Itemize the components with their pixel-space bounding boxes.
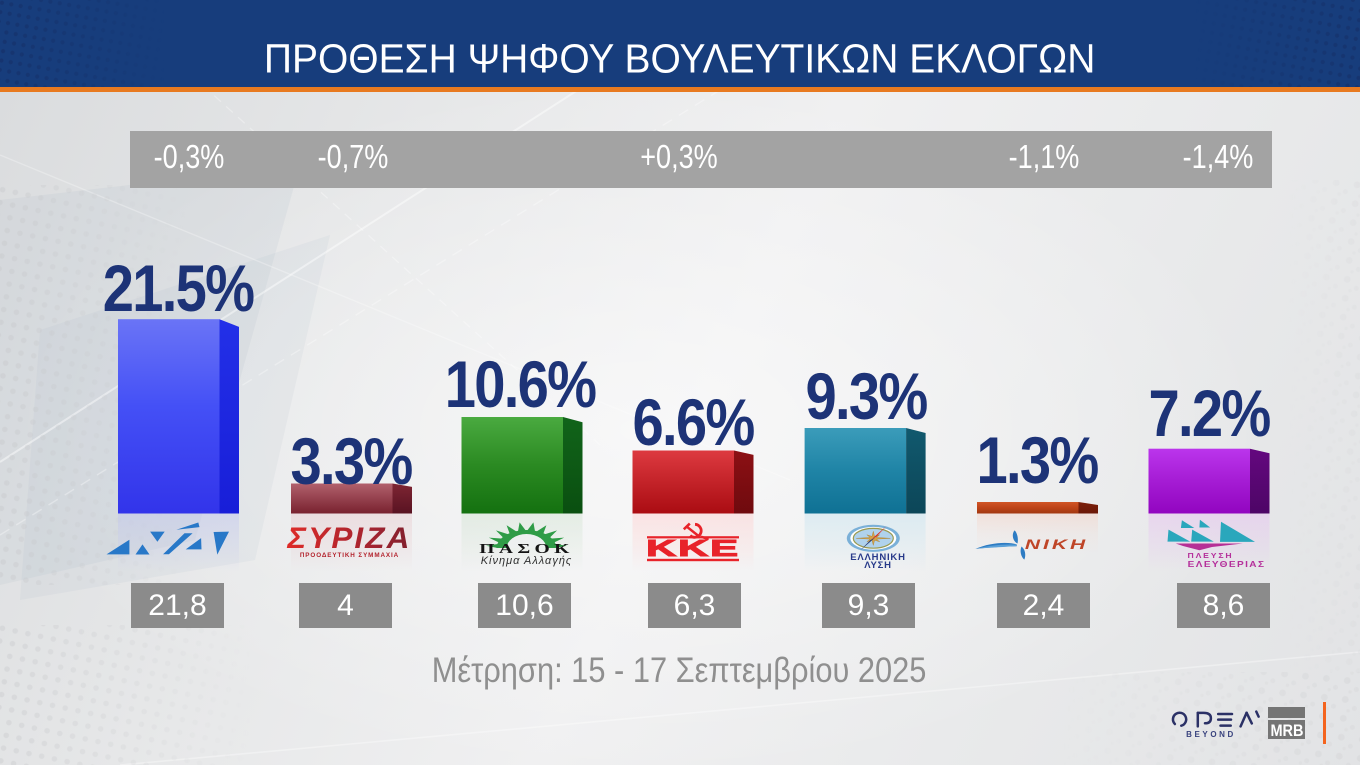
svg-text:KKE: KKE bbox=[646, 536, 740, 562]
